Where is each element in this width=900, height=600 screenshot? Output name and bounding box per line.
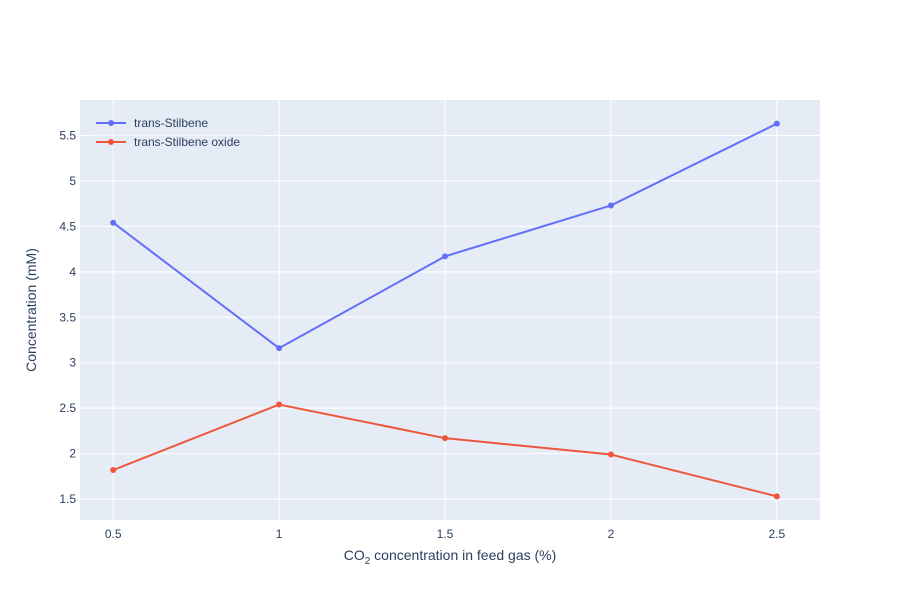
plot-background [80, 100, 820, 520]
legend-swatch-marker [108, 139, 114, 145]
data-point[interactable] [773, 493, 780, 500]
x-axis-title-subscript: 2 [365, 556, 371, 567]
x-tick-label: 2 [608, 527, 615, 541]
y-axis-title: Concentration (mM) [23, 248, 39, 372]
data-point[interactable] [276, 401, 283, 408]
data-point[interactable] [607, 202, 614, 209]
y-tick-label: 4.5 [59, 219, 76, 233]
y-tick-label: 1.5 [59, 492, 76, 506]
y-tick-label: 5.5 [59, 128, 76, 142]
y-tick-label: 3.5 [59, 310, 76, 324]
data-point[interactable] [442, 435, 449, 442]
legend-background [94, 108, 262, 156]
tick-labels: 1.5 2 2.5 3 3.5 4 4.5 5 5.5 0.5 1 1.5 2 2.5 [59, 128, 785, 541]
series-1 [110, 120, 780, 352]
data-point[interactable] [442, 253, 449, 260]
data-point[interactable] [110, 467, 117, 473]
y-tick-label: 2 [69, 447, 76, 461]
x-tick-label: 1 [276, 527, 283, 541]
x-tick-label: 2.5 [769, 527, 786, 541]
data-point[interactable] [773, 120, 780, 127]
legend-swatch-marker [108, 120, 114, 126]
x-tick-label: 1.5 [437, 527, 454, 541]
legend: trans-Stilbene trans-Stilbene oxide [94, 108, 262, 156]
data-point[interactable] [110, 219, 117, 226]
y-tick-label: 2.5 [59, 401, 76, 415]
legend-item-series-2[interactable]: trans-Stilbene oxide [96, 135, 240, 149]
legend-label: trans-Stilbene [134, 116, 208, 130]
x-axis-title-prefix: CO [344, 547, 365, 563]
y-tick-label: 3 [69, 356, 76, 370]
data-point[interactable] [276, 345, 283, 352]
series-2 [110, 401, 780, 500]
series-layer [110, 120, 780, 500]
data-point[interactable] [607, 451, 614, 458]
x-axis-title-suffix: concentration in feed gas (%) [370, 547, 556, 563]
y-tick-label: 5 [69, 174, 76, 188]
x-tick-label: 0.5 [105, 527, 122, 541]
grid-lines [80, 100, 820, 520]
x-axis-title: CO2 concentration in feed gas (%) [344, 547, 557, 567]
legend-item-series-1[interactable]: trans-Stilbene [96, 116, 208, 130]
y-tick-label: 4 [69, 265, 76, 279]
legend-label: trans-Stilbene oxide [134, 135, 240, 149]
